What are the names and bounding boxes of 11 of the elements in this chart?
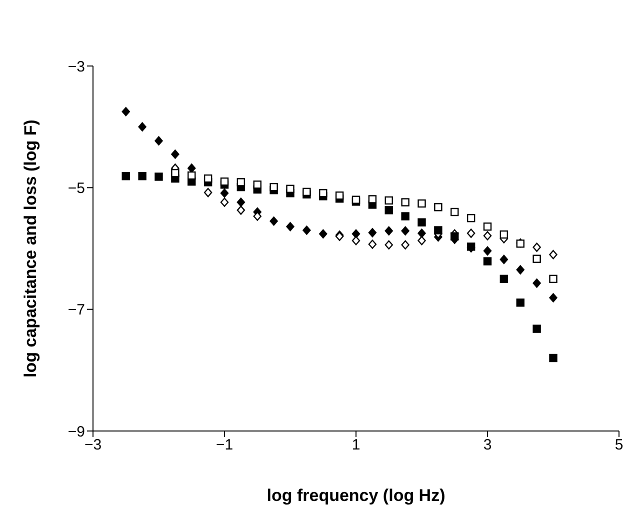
y-tick-label: −3 <box>68 58 85 76</box>
y-axis-title: log capacitance and loss (log F) <box>21 120 40 378</box>
x-tick-label: 3 <box>483 436 492 454</box>
y-tick-label: −7 <box>68 302 85 319</box>
y-tick-label: −9 <box>68 423 85 440</box>
y-tick-label: −5 <box>68 180 85 197</box>
x-tick-label: 5 <box>614 436 624 454</box>
x-axis-title: log frequency (log Hz) <box>266 486 446 505</box>
x-tick-label: −3 <box>84 436 102 454</box>
x-tick-label: 1 <box>352 436 360 454</box>
x-tick-label: −1 <box>216 436 234 454</box>
